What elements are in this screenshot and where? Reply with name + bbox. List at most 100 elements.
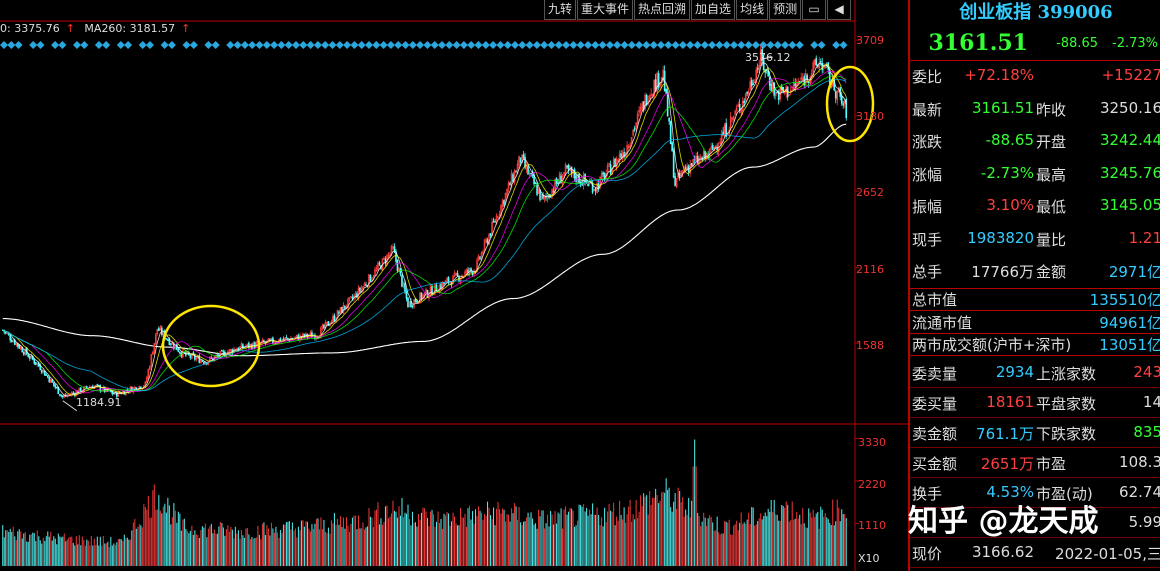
expand-icon[interactable]: ◀ xyxy=(827,0,852,20)
event-marker-icon xyxy=(620,41,629,49)
volume-bar xyxy=(230,526,232,566)
volume-bar xyxy=(835,521,837,566)
chart-area[interactable]: 0: 3375.76 ↑ MA260: 3181.57 ↑ 九转 重大事件 热点回溯… xyxy=(0,0,908,571)
volume-bar xyxy=(179,513,181,566)
volume-bar xyxy=(584,511,586,566)
volume-bar xyxy=(18,529,20,566)
candle-body xyxy=(668,118,670,122)
volume-bar xyxy=(233,538,235,566)
volume-bar xyxy=(462,517,465,566)
candle-body xyxy=(452,275,454,285)
volume-bar xyxy=(836,499,838,566)
volume-bar xyxy=(99,536,101,566)
candle-body xyxy=(494,221,496,223)
toolbar-add-watchlist-button[interactable]: 加自选 xyxy=(691,0,736,20)
candle-body xyxy=(774,92,777,97)
event-marker-icon xyxy=(343,41,352,49)
candle-body xyxy=(792,83,795,90)
candle-body xyxy=(40,370,43,373)
volume-bar xyxy=(320,517,322,566)
restore-icon[interactable]: ▭ xyxy=(802,0,827,20)
quote-value: 243 xyxy=(1133,363,1160,381)
candle-body xyxy=(326,321,328,324)
volume-bar xyxy=(779,520,781,566)
candle-body xyxy=(134,386,136,389)
candle-body xyxy=(641,103,643,110)
candle-body xyxy=(695,156,697,160)
volume-bar xyxy=(566,514,568,566)
candle-body xyxy=(653,80,655,97)
volume-bar xyxy=(119,538,121,566)
toolbar-major-events-button[interactable]: 重大事件 xyxy=(577,0,634,20)
volume-bar xyxy=(144,507,146,566)
candle-body xyxy=(46,375,49,378)
volume-bar xyxy=(191,525,193,566)
volume-bar xyxy=(35,541,37,566)
volume-bar xyxy=(592,503,594,566)
volume-bar xyxy=(569,507,571,566)
candle-body xyxy=(759,49,762,67)
candle-body xyxy=(399,268,402,275)
candle-body xyxy=(813,59,816,65)
volume-bar xyxy=(267,528,269,566)
volume-bar xyxy=(222,527,224,566)
candle-body xyxy=(492,220,495,223)
volume-bar xyxy=(677,487,679,566)
volume-bar xyxy=(245,528,247,566)
volume-bar xyxy=(605,521,607,566)
volume-bar xyxy=(515,506,517,566)
volume-bar xyxy=(36,530,38,566)
quote-label: 最高 xyxy=(1036,165,1067,184)
volume-bar xyxy=(766,516,768,566)
volume-bar xyxy=(453,516,456,566)
candle-body xyxy=(639,106,642,112)
candle-body xyxy=(842,103,845,106)
event-marker-icon xyxy=(693,41,702,49)
candle-body xyxy=(378,262,381,265)
event-marker-icon xyxy=(627,41,636,49)
candle-body xyxy=(36,363,39,365)
event-marker-icon xyxy=(262,41,271,49)
volume-bar xyxy=(508,514,510,566)
quote-label: 平盘家数 xyxy=(1036,395,1097,413)
volume-bar xyxy=(243,537,245,566)
volume-bar xyxy=(808,508,810,566)
volume-bar xyxy=(140,525,142,566)
volume-bar xyxy=(817,511,819,566)
candle-body xyxy=(240,343,243,348)
volume-bar xyxy=(622,519,624,566)
event-marker-icon xyxy=(751,41,760,49)
high-annotation: 3576.12 xyxy=(745,51,791,64)
volume-bar xyxy=(65,541,67,566)
volume-bar xyxy=(770,499,772,566)
volume-bar xyxy=(417,513,420,566)
volume-bar xyxy=(213,529,215,566)
volume-bar xyxy=(176,522,178,566)
volume-bar xyxy=(321,529,323,566)
volume-bar xyxy=(629,499,631,566)
candle-body xyxy=(282,338,285,341)
volume-bar xyxy=(701,521,703,566)
candle-body xyxy=(501,200,504,208)
price-axis-label: 3180 xyxy=(856,110,884,123)
volume-bar xyxy=(9,528,11,566)
event-marker-icon xyxy=(204,41,213,49)
volume-bar xyxy=(821,509,823,566)
volume-bar xyxy=(751,507,753,566)
candle-body xyxy=(344,305,346,309)
toolbar-forecast-button[interactable]: 预测 xyxy=(769,0,802,20)
candle-body xyxy=(176,344,178,351)
kline-chart[interactable] xyxy=(0,0,908,571)
quote-value: 3145.05 xyxy=(1099,196,1160,214)
toolbar-hotspot-review-button[interactable]: 热点回溯 xyxy=(634,0,691,20)
volume-bar xyxy=(827,519,829,566)
event-marker-icon xyxy=(554,41,563,49)
candle-body xyxy=(411,305,414,307)
toolbar-moving-average-button[interactable]: 均线 xyxy=(736,0,769,20)
volume-bar xyxy=(404,512,406,566)
volume-bar xyxy=(341,526,343,566)
divider xyxy=(910,567,1160,568)
quote-value: 3250.16 xyxy=(1099,98,1160,117)
candle-body xyxy=(453,273,456,277)
toolbar-jiuzhuan-button[interactable]: 九转 xyxy=(544,0,577,20)
